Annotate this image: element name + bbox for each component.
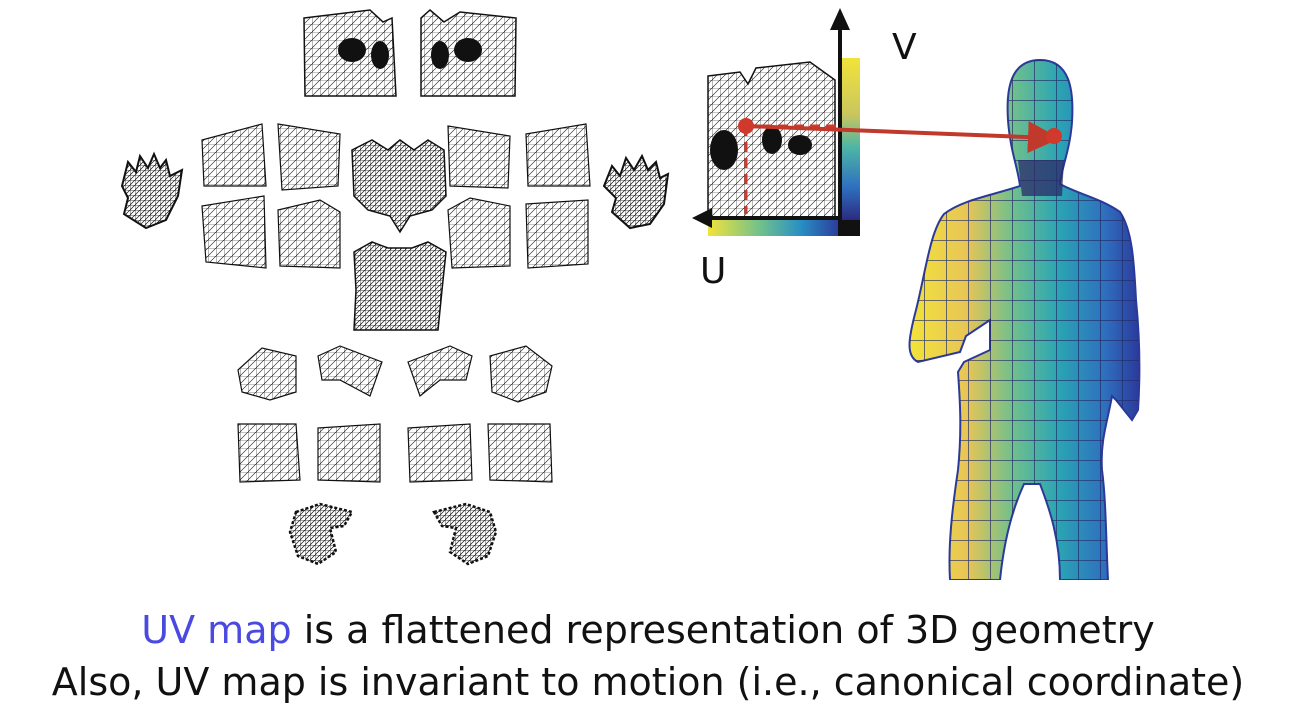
foot-patch-right	[432, 502, 498, 566]
u-colorbar	[708, 220, 840, 236]
head-feature	[788, 135, 812, 155]
uv-inset	[692, 8, 860, 236]
caption-line-1: UV map is a flattened representation of …	[0, 608, 1296, 654]
torso-patch-front	[353, 241, 447, 331]
leg-patch	[489, 345, 553, 403]
arm-patch	[277, 123, 341, 191]
leg-patch	[407, 345, 473, 397]
uv-correspondence-arrow	[738, 118, 1062, 154]
foot-patch-left	[288, 502, 354, 566]
uv-atlas	[120, 9, 670, 566]
hand-patch-right	[602, 153, 670, 230]
uv-diagram	[120, 8, 1141, 580]
v-axis-arrowhead	[830, 8, 850, 30]
head-feature	[371, 41, 389, 69]
caption-highlight: UV map	[141, 608, 292, 652]
leg-patch	[237, 347, 297, 401]
colorbar-corner	[840, 220, 860, 236]
arrow-line	[745, 121, 1060, 154]
head-feature	[338, 38, 366, 62]
hand-patch-left	[120, 151, 184, 230]
arm-patch	[201, 195, 267, 269]
head-feature	[710, 130, 738, 170]
arm-patch	[447, 197, 511, 269]
leg-patch	[407, 423, 473, 483]
arm-patch	[525, 199, 589, 269]
arm-patch	[447, 125, 511, 189]
leg-patch	[487, 423, 553, 483]
head-feature	[454, 38, 482, 62]
leg-patch	[317, 423, 381, 483]
neck-band	[1018, 160, 1064, 196]
arm-patch	[525, 123, 591, 187]
uv-point	[738, 118, 754, 134]
caption-line-2: Also, UV map is invariant to motion (i.e…	[51, 660, 1245, 704]
head-feature	[762, 126, 782, 154]
v-colorbar	[840, 58, 860, 220]
head-feature	[431, 41, 449, 69]
body-point	[1046, 128, 1062, 144]
arm-patch	[201, 123, 267, 187]
arm-patch	[277, 199, 341, 269]
leg-patch	[317, 345, 383, 397]
u-axis-arrowhead	[692, 208, 712, 228]
leg-patch	[237, 423, 301, 483]
body-grid-lines	[909, 60, 1140, 580]
v-axis-label: V	[892, 27, 917, 68]
human-body-mesh	[908, 58, 1141, 580]
torso-patch-back	[351, 139, 447, 234]
uv-projection-lines	[744, 124, 836, 214]
u-axis-label: U	[700, 251, 727, 292]
caption-line-1-text: is a flattened representation of 3D geom…	[291, 608, 1155, 652]
